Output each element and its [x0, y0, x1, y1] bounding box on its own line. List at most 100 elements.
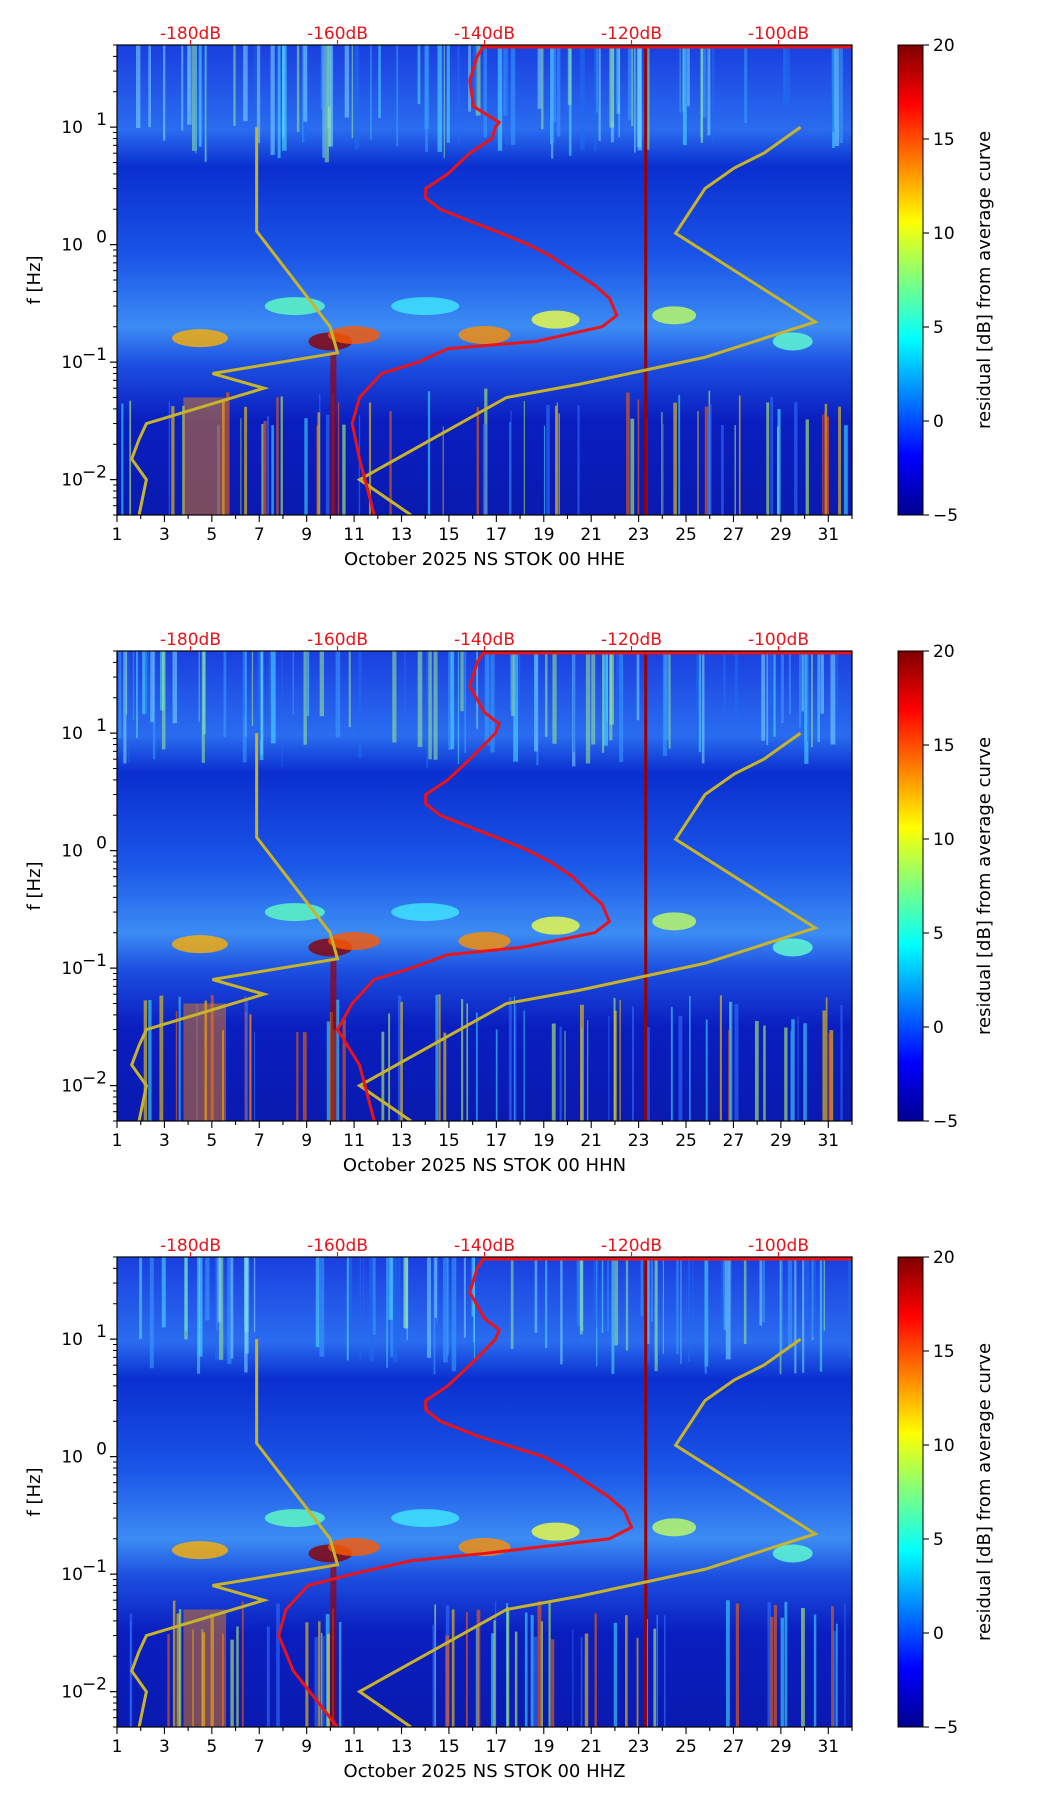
hf-streak [704, 1257, 708, 1374]
x-tick-label: 23 [628, 525, 650, 545]
hf-streak [786, 45, 791, 106]
hf-streak [216, 1257, 218, 1331]
colorbar-label: residual [dB] from average curve [974, 737, 995, 1035]
hf-streak [428, 651, 432, 760]
hf-streak [511, 651, 515, 716]
x-tick-label: 27 [723, 1737, 745, 1757]
lf-streak [326, 1633, 331, 1727]
lf-hot-column [183, 1609, 227, 1727]
hf-streak [545, 1257, 548, 1349]
lf-streak [304, 418, 308, 515]
colorbar-tick-label: 5 [933, 924, 944, 944]
hf-streak [359, 1257, 362, 1360]
hf-streak [725, 1257, 731, 1360]
lf-streak [704, 406, 709, 515]
hf-streak [281, 45, 287, 151]
y-tick-exponent: −1 [82, 951, 107, 971]
y-tick-label: 10 [61, 471, 83, 491]
lf-streak [836, 1623, 838, 1727]
lf-streak [689, 995, 691, 1121]
hf-streak [783, 45, 787, 106]
hf-streak [426, 651, 429, 769]
hf-streak [144, 651, 150, 718]
lf-streak [822, 1010, 826, 1121]
colorbar-tick-label: 5 [933, 1530, 944, 1550]
hf-streak [450, 651, 455, 749]
lf-streak [729, 1001, 733, 1121]
hf-streak [606, 651, 608, 722]
subplot-2: 10 110 010−110−2f [Hz]1 3 5 7 9 11 13 15 17 19 21 23 2… [24, 630, 995, 1176]
lf-streak [572, 1629, 574, 1727]
lf-streak [777, 409, 781, 515]
y-tick-exponent: −2 [82, 1069, 107, 1089]
hf-streak [817, 651, 820, 742]
hf-streak [616, 45, 619, 105]
top-db-tick-label: -120dB [601, 1236, 662, 1256]
y-tick-exponent: 0 [96, 1440, 107, 1460]
hf-streak [483, 45, 488, 138]
lf-streak [210, 995, 214, 1121]
hf-streak [834, 45, 840, 147]
lf-streak [540, 1621, 543, 1727]
lf-hot-column [330, 958, 337, 1121]
top-db-tick-label: -180dB [160, 630, 221, 650]
y-tick-exponent: 1 [96, 1322, 107, 1342]
hf-streak [260, 651, 263, 756]
lf-streak [172, 1600, 176, 1727]
hf-streak [363, 1257, 365, 1324]
x-tick-label: 13 [391, 1737, 413, 1757]
x-tick-label: 15 [438, 1737, 460, 1757]
noise-model-low-curve [130, 127, 340, 515]
lf-streak [551, 1023, 556, 1121]
colorbar-label: residual [dB] from average curve [974, 131, 995, 429]
lf-streak [178, 996, 181, 1121]
microseism-blob [531, 1522, 580, 1541]
lf-streak [159, 995, 164, 1121]
x-tick-label: 29 [770, 1131, 792, 1151]
hf-streak [392, 1257, 398, 1363]
lf-streak [832, 1631, 837, 1727]
y-tick-exponent: 1 [96, 716, 107, 736]
lf-streak [637, 399, 640, 515]
hf-streak [315, 1257, 320, 1348]
noise-median-curve [277, 1257, 634, 1727]
microseism-blob [458, 932, 511, 951]
hf-streak [534, 651, 538, 752]
y-tick-exponent: 1 [96, 110, 107, 130]
hf-streak [598, 45, 601, 141]
top-db-tick-label: -160dB [307, 24, 368, 44]
hf-streak [805, 1257, 810, 1320]
hf-streak [303, 651, 307, 745]
hf-streak [181, 45, 184, 131]
microseism-blob [328, 932, 381, 951]
lf-streak [770, 1616, 774, 1727]
hf-streak [136, 45, 141, 129]
hf-streak [503, 45, 508, 116]
hf-streak [437, 45, 442, 152]
lf-streak [564, 1031, 566, 1121]
hf-streak [762, 1257, 765, 1323]
x-tick-label: 13 [391, 1131, 413, 1151]
x-tick-label: 7 [254, 1737, 265, 1757]
hf-streak [585, 651, 591, 764]
lf-streak [721, 424, 724, 515]
lf-streak [338, 1621, 342, 1727]
subplot-3: 10 110 010−110−2f [Hz]1 3 5 7 9 11 13 15 17 19 21 23 2… [24, 1236, 995, 1782]
lf-streak [551, 1639, 555, 1727]
lf-streak [168, 401, 171, 515]
hf-streak [614, 45, 617, 123]
lf-streak [559, 1026, 562, 1121]
colorbar-tick-label: 10 [933, 1436, 955, 1456]
colorbar-tick-label: 20 [933, 1248, 955, 1268]
hf-streak [819, 1257, 823, 1372]
hf-streak [464, 651, 467, 753]
colorbar-tick-label: 5 [933, 318, 944, 338]
lf-streak [508, 997, 512, 1121]
microseism-blob [328, 326, 381, 345]
lf-streak [381, 1031, 385, 1121]
colorbar [897, 1256, 924, 1728]
lf-streak [230, 1639, 234, 1727]
hf-streak [372, 1257, 376, 1336]
noise-model-high-curve [356, 731, 819, 1121]
hf-streak [451, 1257, 457, 1372]
